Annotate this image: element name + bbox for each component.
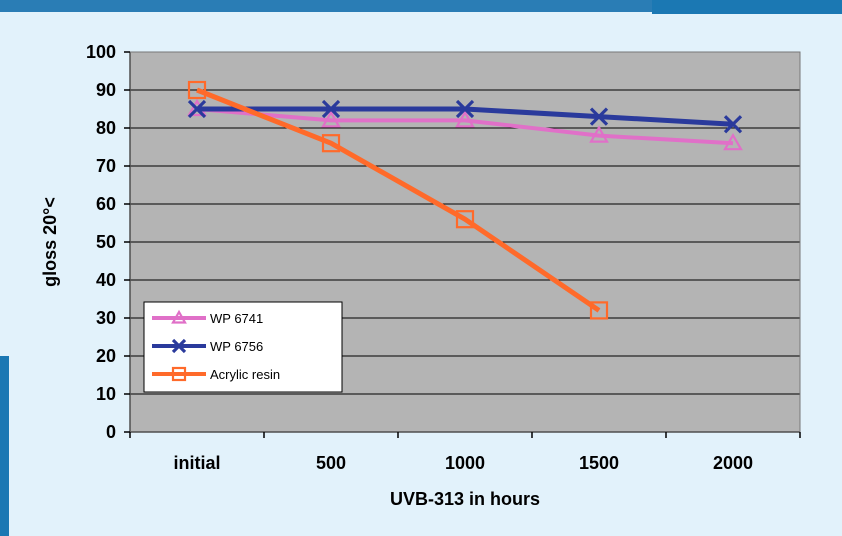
y-tick-label: 20 [96,346,116,366]
data-point [187,99,207,119]
series-1 [187,99,743,134]
x-tick-label: 1500 [579,453,619,473]
legend-label: Acrylic resin [210,367,280,382]
data-point [455,210,475,229]
y-tick-label: 10 [96,384,116,404]
data-point [589,301,609,320]
y-tick-label: 90 [96,80,116,100]
legend-entry: WP 6756 [152,338,263,354]
marker-stroke [321,99,341,119]
data-point [589,107,609,126]
data-point [589,125,609,143]
marker-stroke [187,99,207,119]
x-tick-label: 1000 [445,453,485,473]
x-tick-label: 500 [316,453,346,473]
legend-entry: WP 6741 [152,309,263,326]
series-line [196,87,601,313]
decorative-bar [0,356,9,536]
series-line [196,107,734,146]
y-tick-label: 70 [96,156,116,176]
y-tick-label: 50 [96,232,116,252]
marker-stroke [723,115,743,134]
data-point [455,99,475,119]
data-point [187,80,207,100]
data-point [321,99,341,119]
data-point [171,309,187,324]
legend-entry: Acrylic resin [152,366,280,382]
x-axis-ticks: initial 500 1000 1500 2000 [129,432,801,473]
legend-label: WP 6741 [210,311,263,326]
data-point [723,132,743,151]
y-tick-label: 100 [86,42,116,62]
y-tick-label: 30 [96,308,116,328]
y-tick-label: 60 [96,194,116,214]
data-point [321,110,341,128]
marker-stroke [455,99,475,119]
data-point [321,134,341,153]
data-point [455,110,475,128]
legend-label: WP 6756 [210,339,263,354]
y-tick-label: 80 [96,118,116,138]
x-tick-label: initial [173,453,220,473]
x-axis-title: UVB-313 in hours [390,489,540,509]
legend: WP 6741 WP 6756 Acrylic resin [143,301,343,393]
x-tick-label: 2000 [713,453,753,473]
marker-stroke [171,338,187,354]
data-point [723,115,743,134]
y-axis-title: gloss 20°< [40,197,60,287]
y-axis-ticks: 0 10 20 30 40 50 60 70 80 90 100 [86,42,130,442]
marker-stroke [589,107,609,126]
data-point [171,338,187,354]
series-group [187,80,743,320]
decorative-tab [652,0,842,14]
y-tick-label: 0 [106,422,116,442]
series-2 [187,80,609,320]
y-tick-label: 40 [96,270,116,290]
data-point [171,366,187,382]
